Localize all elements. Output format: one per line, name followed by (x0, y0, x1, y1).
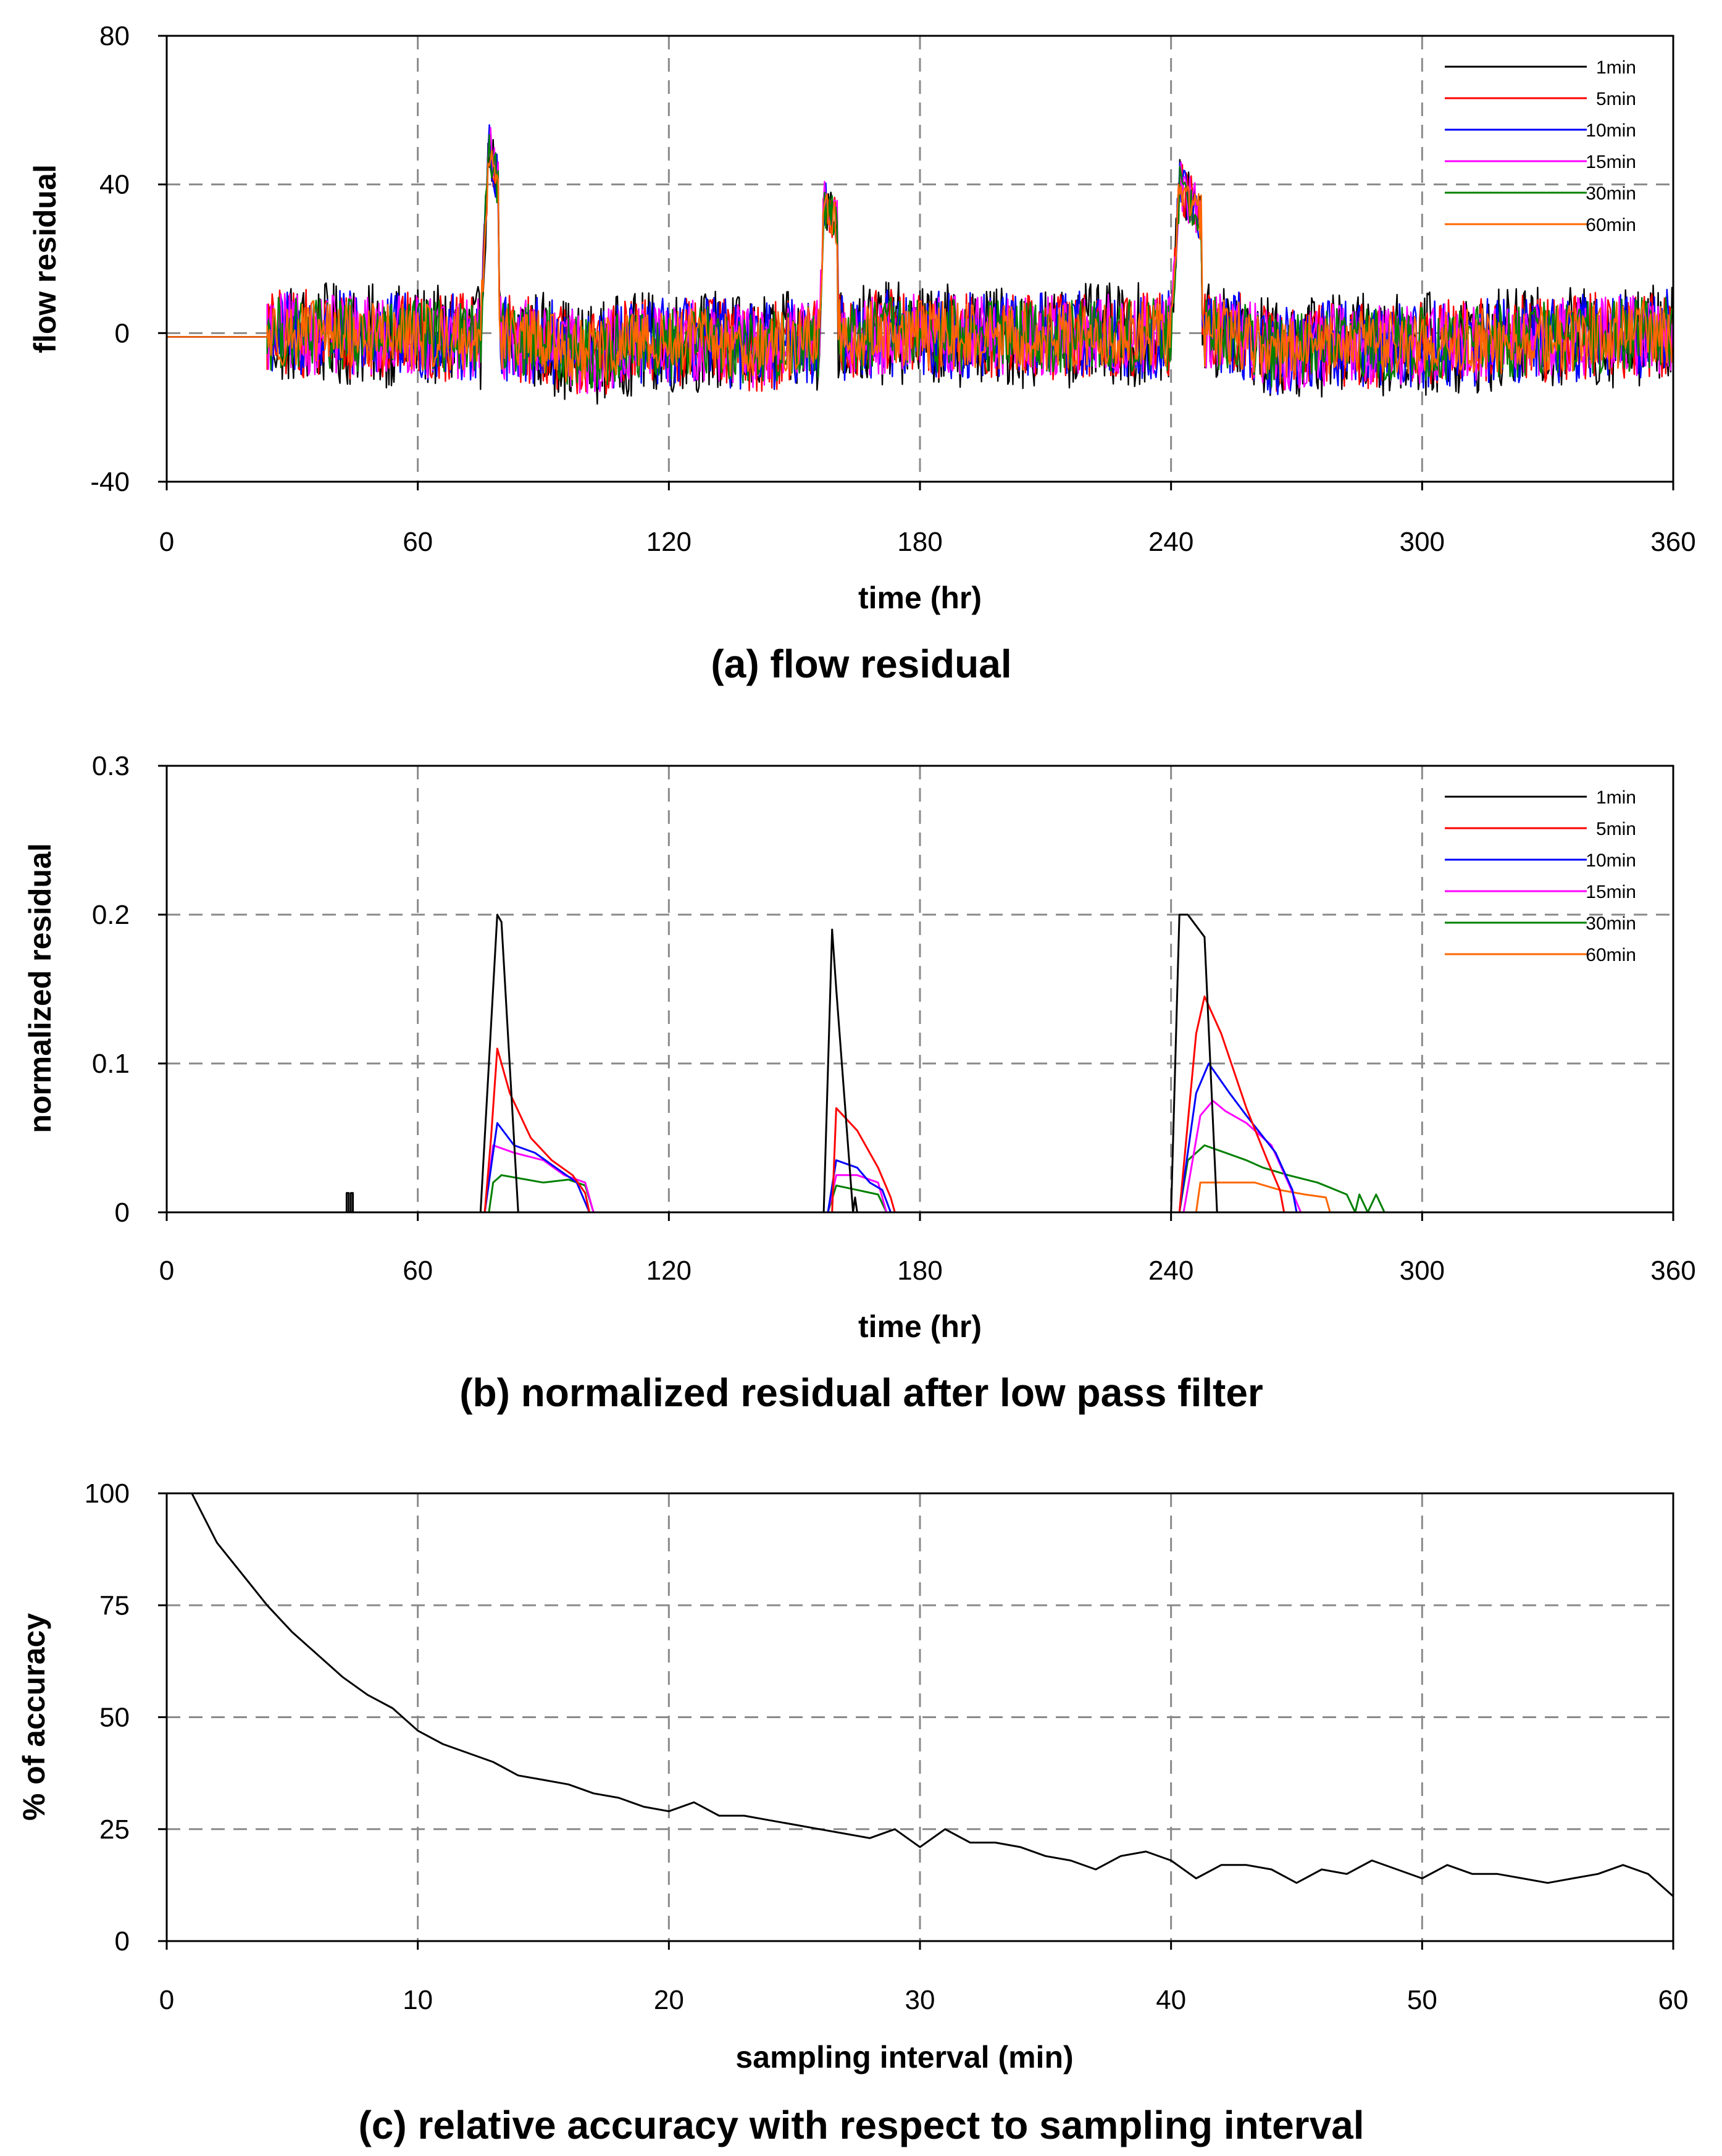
panel-a-ytick-label: -40 (90, 467, 130, 497)
panel-a-xtick-label: 120 (646, 527, 692, 557)
panel-c-xtick-label: 20 (654, 1985, 684, 2015)
panel-a-xlabel: time (hr) (858, 581, 982, 615)
panel-a-gridlines (167, 36, 1673, 482)
panel-a-legend: 1min 5min 10min 15min 30min 60min (1445, 57, 1636, 235)
panel-a-legend-label-5min: 5min (1596, 89, 1636, 109)
panel-b-ytick-label: 0 (115, 1198, 130, 1228)
panel-c-ytick-label: 0 (115, 1926, 130, 1957)
panel-b-ytick-label: 0.3 (92, 751, 130, 781)
panel-c-ticks: 0 10 20 30 40 50 60 0 25 50 75 100 (85, 1479, 1689, 2015)
panel-a-series-60min (167, 149, 1673, 384)
panel-a-ytick-label: 0 (115, 318, 130, 348)
panel-c-ylabel: % of accuracy (17, 1613, 51, 1821)
panel-a-legend-label-30min: 30min (1586, 183, 1636, 204)
panel-c-ytick-label: 75 (99, 1590, 130, 1621)
panel-a: 0 60 120 180 240 300 360 -40 0 40 80 1min 5min 10min… (28, 21, 1696, 686)
panel-b-ytick-label: 0.2 (92, 900, 130, 930)
panel-a-ylabel: flow residual (28, 164, 62, 353)
panel-b-legend-label-60min: 60min (1586, 945, 1636, 965)
panel-a-xtick-label: 60 (403, 527, 433, 557)
panel-b-caption: (b) normalized residual after low pass f… (459, 1370, 1263, 1415)
panel-c-xtick-label: 30 (905, 1985, 935, 2015)
panel-c-ytick-label: 25 (99, 1814, 130, 1845)
panel-a-legend-label-1min: 1min (1596, 57, 1636, 78)
panel-c: 0 10 20 30 40 50 60 0 25 50 75 100 sampling interva… (17, 1479, 1688, 2147)
panel-c-ytick-label: 50 (99, 1703, 130, 1733)
panel-c-gridlines (167, 1493, 1673, 1941)
panel-a-legend-label-15min: 15min (1586, 152, 1636, 172)
panel-b-xtick-label: 0 (159, 1256, 174, 1286)
panel-c-ytick-label: 100 (85, 1479, 130, 1509)
panel-b-xtick-label: 180 (897, 1256, 942, 1286)
panel-b-legend-label-30min: 30min (1586, 913, 1636, 934)
panel-b-xtick-label: 60 (403, 1256, 433, 1286)
panel-a-legend-label-60min: 60min (1586, 215, 1636, 235)
panel-c-xtick-label: 60 (1658, 1985, 1689, 2015)
panel-b-ticks: 0 60 120 180 240 300 360 0 0.1 0.2 0.3 (92, 751, 1696, 1286)
panel-b-legend-label-1min: 1min (1596, 787, 1636, 808)
panel-b-xtick-label: 240 (1148, 1256, 1193, 1286)
panel-a-xtick-label: 240 (1148, 527, 1193, 557)
panel-a-xtick-label: 0 (159, 527, 174, 557)
panel-b-series-10min (167, 1062, 1673, 1214)
panel-b-xtick-label: 120 (646, 1256, 692, 1286)
panel-b-legend-label-15min: 15min (1586, 882, 1636, 902)
panel-b-series-5min (167, 996, 1673, 1214)
panel-a-xtick-label: 180 (897, 527, 942, 557)
panel-b-gridlines (167, 766, 1673, 1212)
panel-b: 0 60 120 180 240 300 360 0 0.1 0.2 0.3 1min 5min 10m… (23, 751, 1696, 1415)
panel-c-xtick-label: 50 (1407, 1985, 1437, 2015)
panel-c-caption: (c) relative accuracy with respect to sa… (358, 2103, 1364, 2147)
panel-c-xtick-label: 10 (403, 1985, 433, 2015)
panel-a-caption: (a) flow residual (711, 642, 1011, 686)
panel-a-legend-label-10min: 10min (1586, 120, 1636, 141)
panel-c-xlabel: sampling interval (min) (735, 2040, 1073, 2074)
panel-a-ytick-label: 40 (99, 170, 130, 200)
panel-b-legend-label-10min: 10min (1586, 850, 1636, 871)
panel-a-ticks: 0 60 120 180 240 300 360 -40 0 40 80 (90, 21, 1695, 557)
panel-c-series (191, 1493, 1674, 1897)
panel-b-legend: 1min 5min 10min 15min 30min 60min (1445, 787, 1636, 965)
panel-b-xtick-label: 300 (1400, 1256, 1445, 1286)
panel-c-xtick-label: 40 (1156, 1985, 1186, 2015)
panel-b-legend-label-5min: 5min (1596, 819, 1636, 839)
panel-c-xtick-label: 0 (159, 1985, 174, 2015)
panel-a-series (167, 124, 1673, 405)
panel-a-ytick-label: 80 (99, 21, 130, 51)
panel-b-ylabel: normalized residual (23, 843, 57, 1133)
panel-c-series-accuracy (191, 1493, 1674, 1897)
panel-b-xlabel: time (hr) (858, 1309, 982, 1344)
panel-a-xtick-label: 300 (1400, 527, 1445, 557)
panel-b-xtick-label: 360 (1650, 1256, 1695, 1286)
panel-b-ytick-label: 0.1 (92, 1049, 130, 1079)
panel-a-xtick-label: 360 (1650, 527, 1695, 557)
